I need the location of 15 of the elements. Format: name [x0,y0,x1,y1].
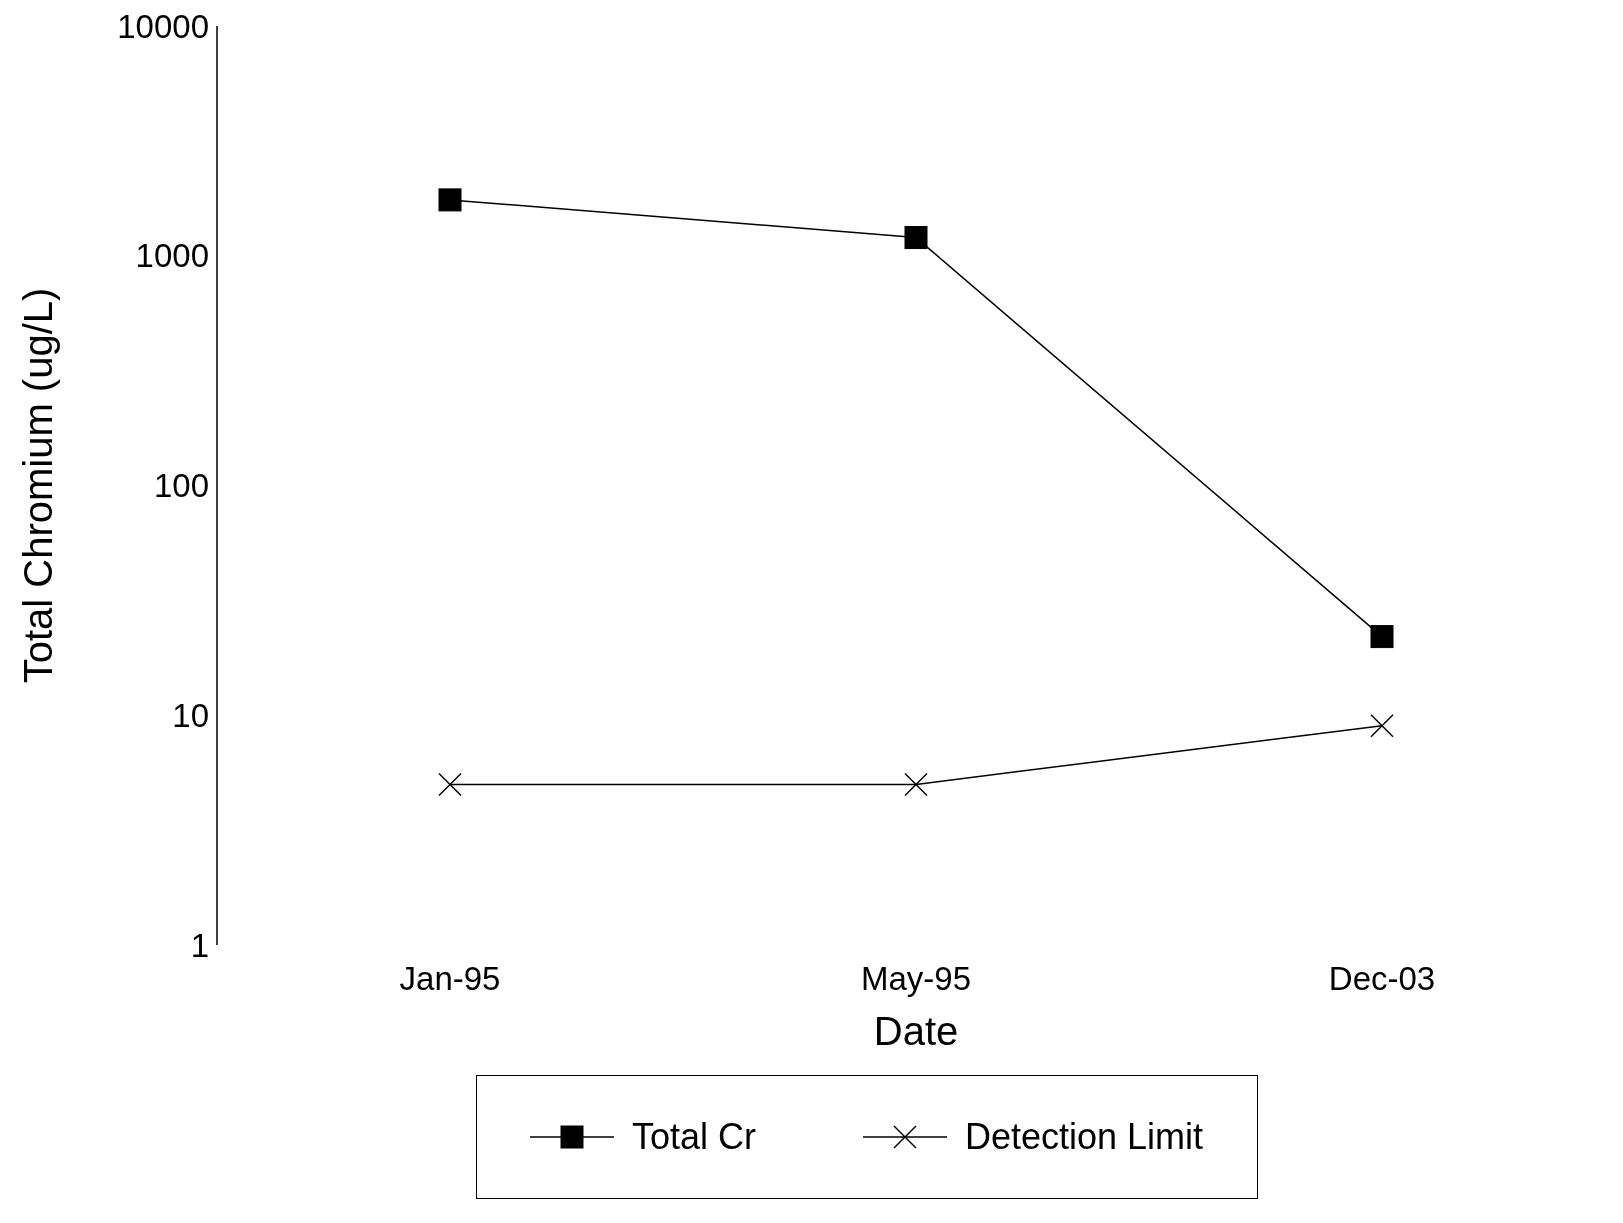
y-tick-label: 10000 [117,7,209,45]
y-axis-title: Total Chromium (ug/L) [16,287,61,684]
point [904,226,928,250]
x-tick-label: Dec-03 [1328,960,1436,998]
y-tick-label: 1 [190,926,209,964]
y-tick-label: 1000 [135,237,209,275]
x-tick-label: May-95 [860,960,972,998]
point [1370,625,1394,649]
legend-label: Detection Limit [964,1116,1204,1158]
y-tick-label: 10 [172,696,209,734]
y-tick-label: 100 [153,467,209,505]
x-tick-label: Jan-95 [399,960,501,998]
point [438,188,462,212]
x-axis-title: Date [873,1009,959,1054]
legend-label: Total Cr [631,1116,756,1158]
